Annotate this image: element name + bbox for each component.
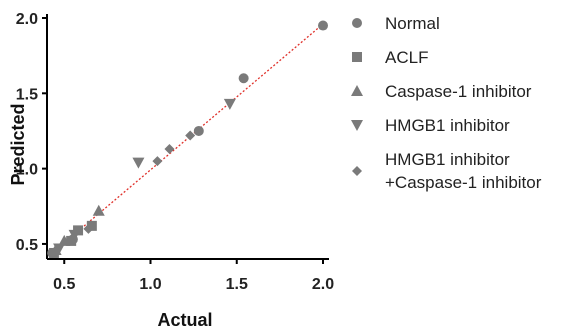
reference-line-layer <box>50 23 324 255</box>
legend-label: ACLF <box>385 48 428 67</box>
x-tick-label: 2.0 <box>312 276 334 293</box>
x-tick-label: 1.5 <box>226 276 248 293</box>
data-point-triangle-up <box>58 234 71 246</box>
x-axis-title: Actual <box>157 310 212 330</box>
legend: Normal ACLF Caspase-1 inhibitor HMGB1 inhib… <box>351 14 542 192</box>
data-point-diamond <box>185 130 196 141</box>
data-point-triangle-down <box>68 229 81 241</box>
data-point-triangle-down <box>53 243 66 255</box>
legend-label: HMGB1 inhibitor <box>385 116 510 135</box>
y-axis-title: Predicted <box>8 103 28 185</box>
y-tick-label: 1.5 <box>16 86 38 103</box>
y-tick-label: 2.0 <box>16 11 38 28</box>
legend-label: Caspase-1 inhibitor <box>385 82 532 101</box>
legend-label: HMGB1 inhibitor <box>385 150 510 169</box>
data-points <box>47 20 328 258</box>
legend-marker-square <box>352 52 362 62</box>
data-point-square <box>66 235 77 246</box>
ticks: 0.5 1.0 1.5 2.0 0.5 1.0 1.5 2.0 <box>16 11 334 293</box>
data-point-circle <box>193 125 204 136</box>
axes <box>46 14 329 260</box>
y-tick-label: 1.0 <box>16 162 38 179</box>
legend-marker-triangle-down <box>351 120 363 131</box>
data-point-triangle-up <box>92 204 105 216</box>
x-tick-label: 1.0 <box>139 276 161 293</box>
data-point-circle <box>318 20 328 31</box>
y-tick-label: 0.5 <box>16 237 38 254</box>
x-tick-label: 0.5 <box>53 276 75 293</box>
data-point-triangle-down <box>132 157 145 169</box>
reference-line <box>50 23 324 255</box>
data-point-diamond <box>83 223 94 234</box>
data-point-diamond <box>152 156 163 167</box>
legend-label-line2: +Caspase-1 inhibitor <box>385 173 542 192</box>
data-point-triangle-down <box>223 98 236 110</box>
data-point-circle <box>238 73 249 84</box>
legend-label: Normal <box>385 14 440 33</box>
data-point-square <box>86 220 97 231</box>
legend-marker-triangle-up <box>351 85 363 96</box>
legend-marker-diamond <box>352 166 362 176</box>
data-point-diamond <box>164 144 175 155</box>
legend-marker-circle <box>352 18 362 28</box>
